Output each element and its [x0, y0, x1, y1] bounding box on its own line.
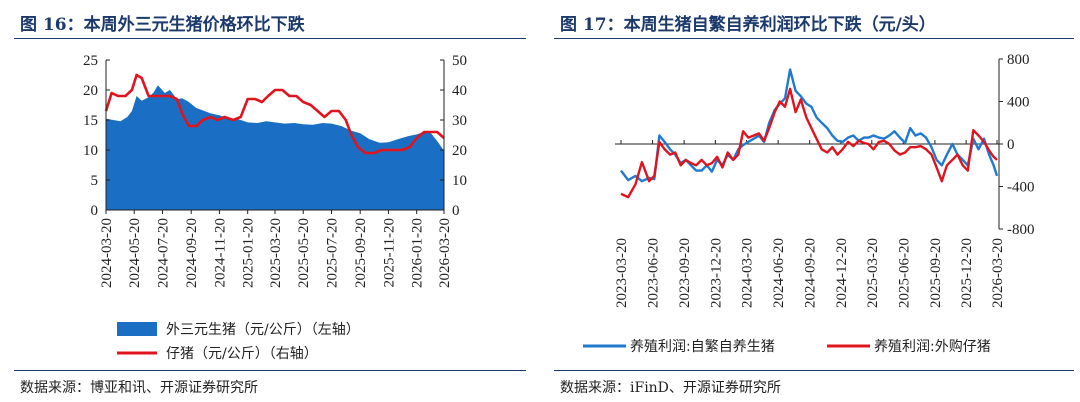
- x-tick-label: 2024-09-20: [803, 238, 819, 308]
- left-chart-source: 数据来源：博亚和讯、开源证券研究所: [20, 380, 258, 396]
- left-chart: 0 5 10 15 20 25 0 10 20 30 40 50 2024-03-20 2024-05-2…: [83, 53, 467, 362]
- left-chart-panel: 图 16：本周外三元生猪价格环比下跌 0 5 10 15 20 25 0 10 20 30 40 50…: [14, 15, 526, 396]
- x-tick-label: 2024-03-20: [740, 238, 756, 308]
- legend-label-purchased-piglet: 养殖利润:外购仔猪: [874, 338, 991, 355]
- x-tick-label: 2024-09-20: [184, 218, 200, 288]
- y-tick-label-left: 10: [83, 143, 98, 159]
- y-tick-label: 800: [1007, 52, 1030, 68]
- legend-label-line: 仔猪（元/公斤）（右轴）: [166, 346, 318, 362]
- y-tick-label-left: 5: [91, 173, 99, 189]
- x-tick-label: 2023-09-20: [677, 238, 693, 308]
- x-tick-label: 2026-03-20: [990, 238, 1006, 308]
- x-tick-label: 2024-07-20: [155, 218, 171, 288]
- y-tick-label: -400: [1007, 180, 1035, 196]
- x-tick-label: 2025-05-20: [296, 218, 312, 288]
- x-tick-label: 2024-11-20: [212, 218, 228, 287]
- x-tick-label: 2024-03-20: [99, 218, 115, 288]
- x-tick-label: 2025-03-20: [865, 238, 881, 308]
- y-tick-label-right: 40: [452, 83, 467, 99]
- x-tick-label: 2023-12-20: [708, 238, 724, 308]
- y-tick-label-right: 0: [452, 203, 460, 219]
- y-tick-label: 0: [1007, 137, 1015, 153]
- y-tick-label-right: 10: [452, 173, 467, 189]
- x-tick-label: 2025-12-20: [959, 238, 975, 308]
- y-tick-label-right: 30: [452, 113, 467, 129]
- y-tick-label-left: 20: [83, 83, 98, 99]
- right-chart-source: 数据来源：iFinD、开源证券研究所: [560, 380, 781, 396]
- y-tick-label-right: 20: [452, 143, 467, 159]
- x-tick-label: 2025-07-20: [324, 218, 340, 288]
- right-chart: 2023-03-20 2023-06-20 2023-09-20 2023-12-20…: [583, 52, 1035, 355]
- legend-label-self-breeding: 养殖利润:自繁自养生猪: [630, 338, 775, 355]
- x-tick-label: 2024-12-20: [834, 238, 850, 308]
- left-source-rule: [14, 370, 526, 371]
- right-title-rule: [554, 38, 1074, 39]
- legend-swatch-area: [117, 322, 157, 336]
- right-chart-title: 图 17：本周生猪自繁自养利润环比下跌（元/头）: [560, 15, 936, 35]
- line-series-piglet: [104, 73, 445, 155]
- y-tick-label-left: 15: [83, 113, 98, 129]
- area-series-wai-san-yuan: [106, 85, 444, 210]
- y-tick-label-left: 25: [83, 53, 98, 69]
- x-tick-label: 2023-06-20: [646, 238, 662, 308]
- right-source-rule: [554, 370, 1074, 371]
- x-tick-label: 2024-06-20: [771, 238, 787, 308]
- line-series-self-breeding: [620, 68, 999, 183]
- y-tick-label-right: 50: [452, 53, 467, 69]
- x-tick-label: 2026-01-20: [410, 218, 426, 288]
- y-tick-label-left: 0: [91, 203, 99, 219]
- legend-label-area: 外三元生猪（元/公斤）（左轴）: [166, 322, 360, 338]
- right-chart-panel: 图 17：本周生猪自繁自养利润环比下跌（元/头） 2023-03-20 2023-…: [548, 0, 1080, 402]
- x-tick-label: 2024-05-20: [127, 218, 143, 288]
- x-tick-label: 2023-03-20: [614, 238, 630, 308]
- left-title-rule: [14, 38, 526, 39]
- left-chart-title: 图 16：本周外三元生猪价格环比下跌: [20, 15, 305, 35]
- x-tick-label: 2025-09-20: [353, 218, 369, 288]
- y-tick-label: -800: [1007, 222, 1035, 238]
- x-tick-label: 2025-11-20: [381, 218, 397, 287]
- x-tick-label: 2025-01-20: [241, 218, 257, 288]
- x-tick-label: 2025-06-20: [896, 238, 912, 308]
- x-tick-label: 2025-09-20: [928, 238, 944, 308]
- y-tick-label: 400: [1007, 95, 1030, 111]
- x-tick-label: 2026-03-20: [437, 218, 453, 288]
- line-series-purchased-piglet: [620, 87, 998, 199]
- x-tick-label: 2025-03-20: [268, 218, 284, 288]
